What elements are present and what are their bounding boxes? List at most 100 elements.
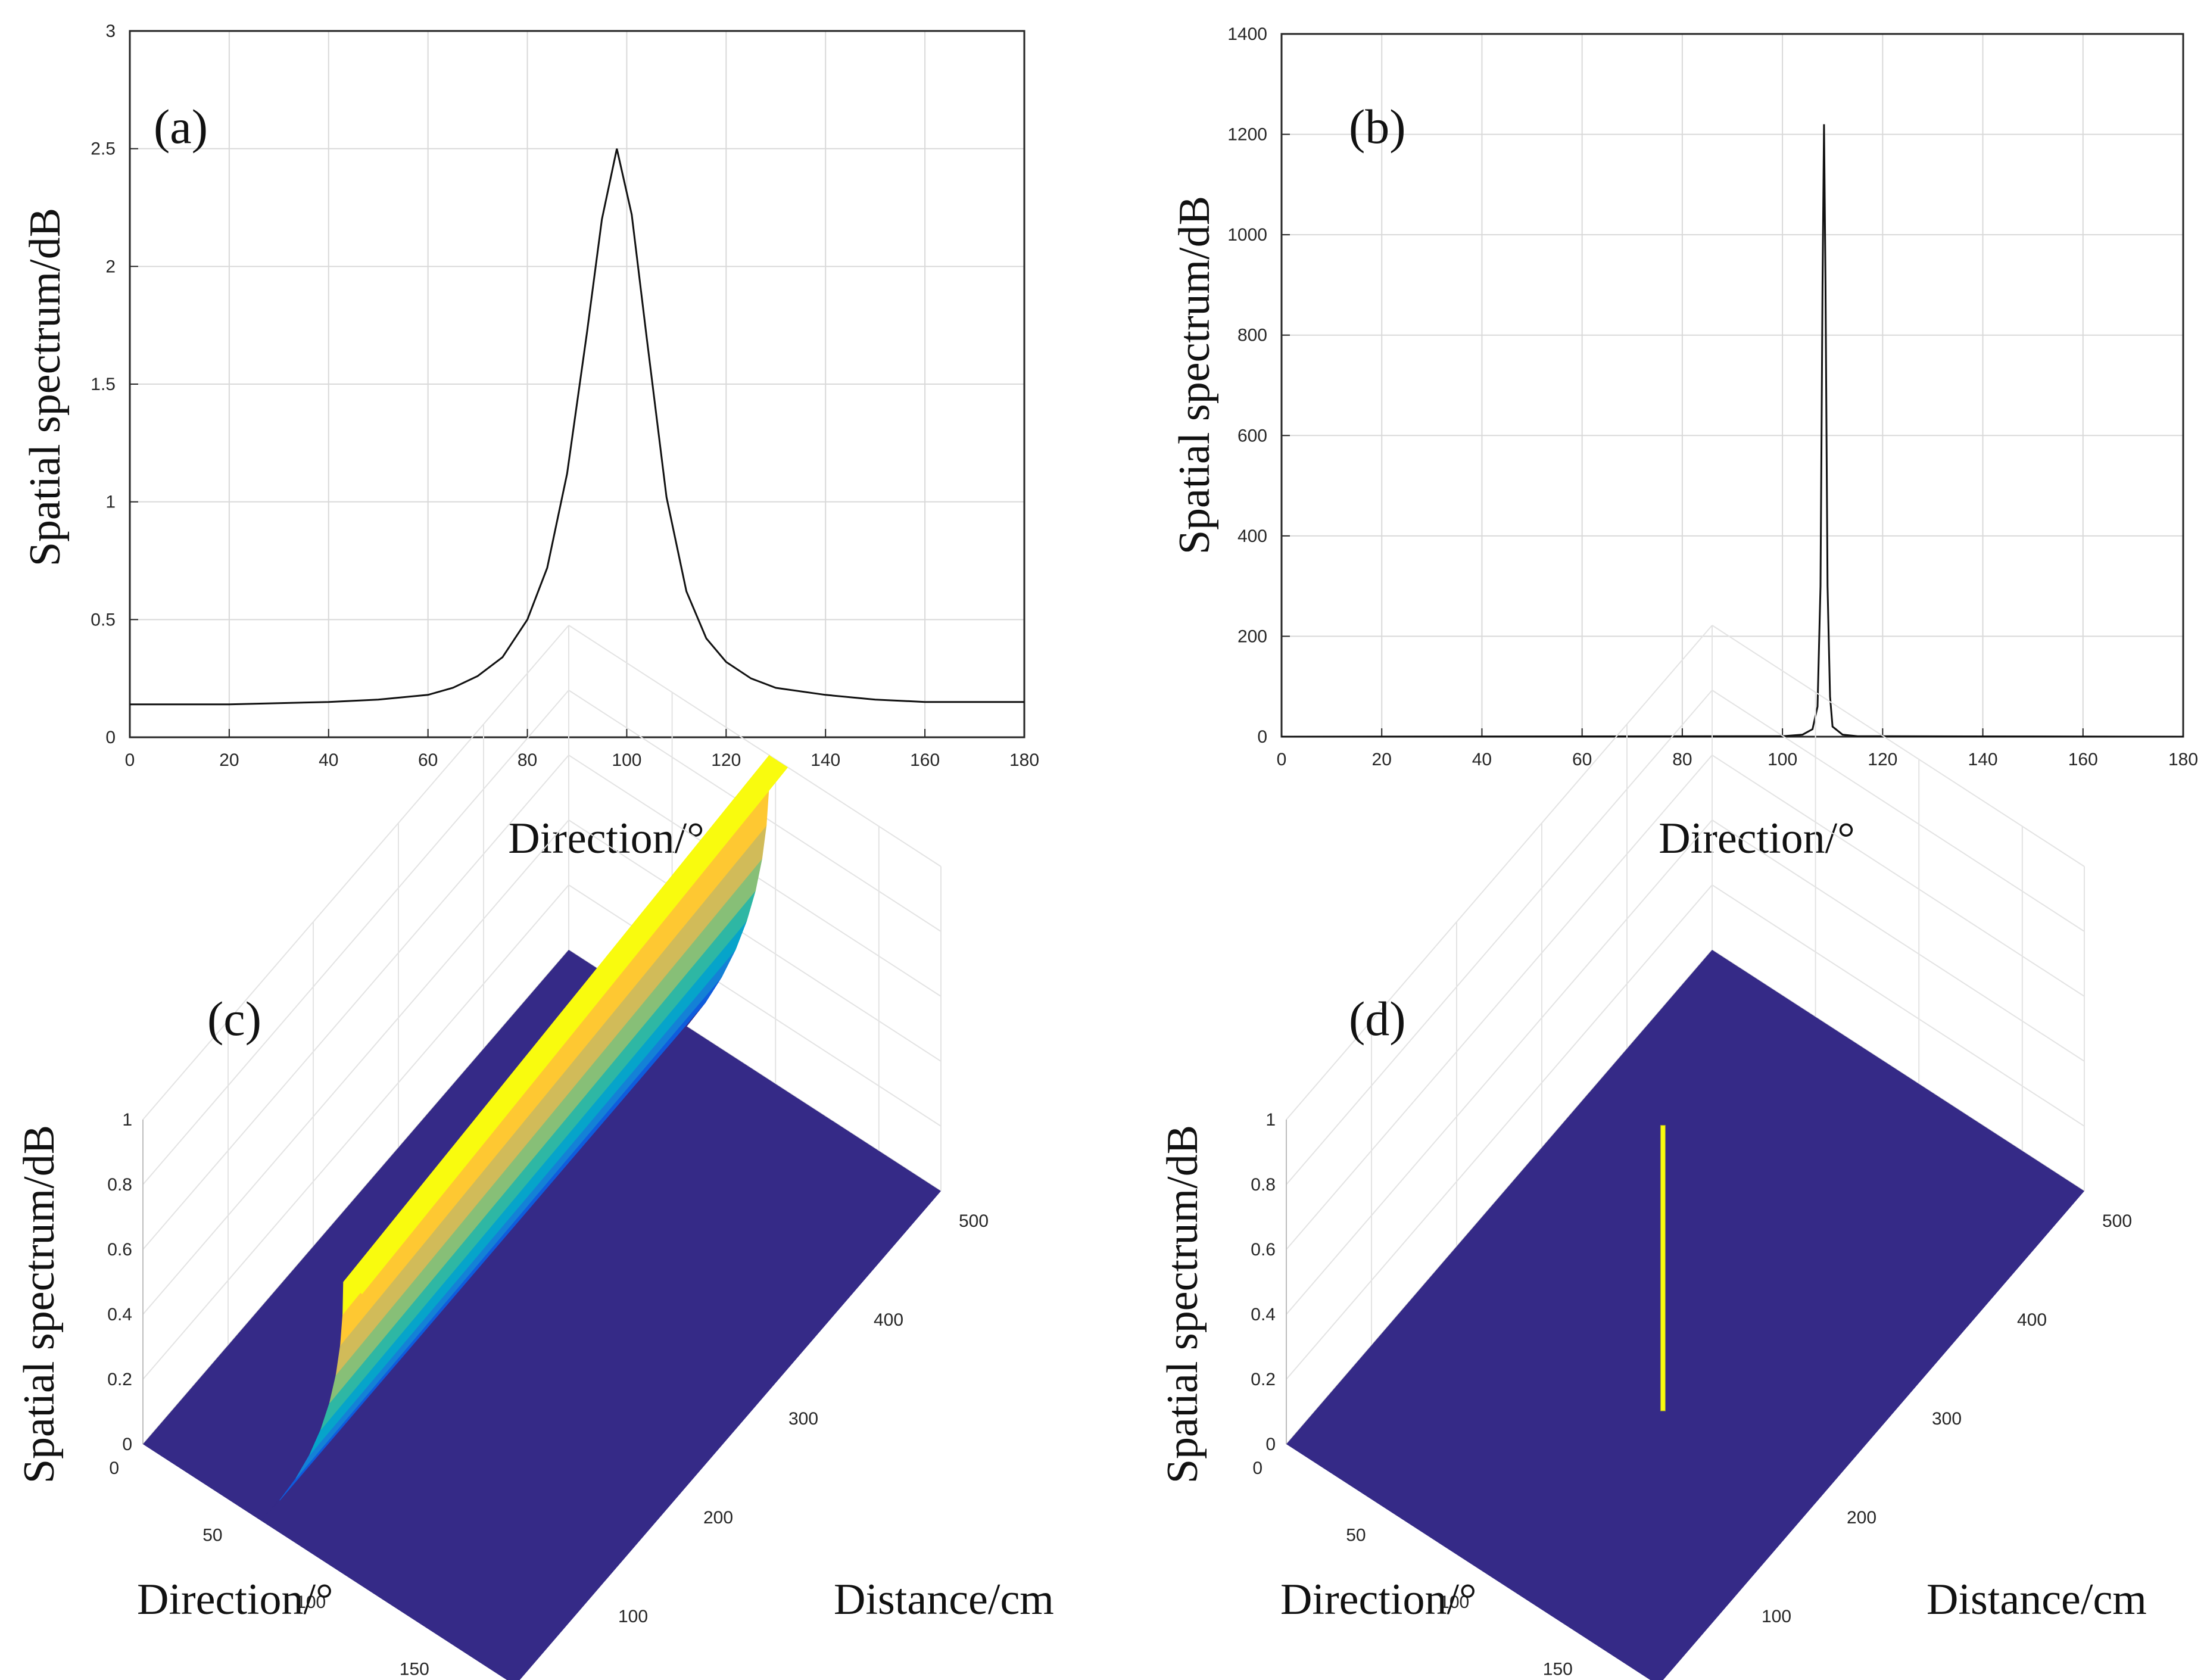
spike — [1660, 1125, 1666, 1411]
direction-tick-label: 50 — [1346, 1526, 1366, 1545]
x-tick-label: 80 — [1672, 750, 1692, 769]
y-tick-label: 800 — [1237, 326, 1267, 345]
y-tick-label: 2 — [105, 257, 116, 276]
wall-gridline — [1286, 884, 1713, 1380]
distance-tick-label: 100 — [1762, 1607, 1791, 1626]
x-axis-label: Direction/° — [1659, 814, 1855, 863]
z-axis-label: Spatial spectrum/dB — [1158, 1125, 1207, 1483]
y-tick-label: 1 — [105, 493, 116, 512]
x-tick-label: 20 — [1372, 750, 1392, 769]
x-tick-label: 140 — [1968, 750, 1998, 769]
ticks: 0 20 40 60 80 100 120 140 160 180 0 0.5 1 1.5 2 2.5 3 — [91, 21, 1039, 770]
direction-tick-label: 100 — [1439, 1592, 1469, 1612]
x-axis-label: Direction/° — [1280, 1575, 1477, 1624]
panel-c: 00.20.40.60.810501001500100200300400500 … — [15, 625, 1054, 1680]
x-tick-label: 140 — [811, 750, 840, 770]
wall-gridline — [1286, 819, 1713, 1315]
y-tick-label: 1.5 — [91, 375, 116, 394]
series-line — [1281, 124, 2184, 738]
surface-floor — [1286, 950, 2084, 1680]
y-tick-label: 3 — [105, 21, 116, 41]
wall-gridline — [1286, 690, 1713, 1185]
distance-tick-label: 500 — [959, 1211, 989, 1231]
axes-box — [1280, 33, 2184, 738]
direction-tick-label: 0 — [1252, 1458, 1263, 1478]
ticks: 00.20.40.60.810501001500100200300400500 — [1251, 1110, 2132, 1679]
wall-gridline — [142, 755, 569, 1250]
direction-tick-label: 50 — [202, 1526, 222, 1545]
distance-tick-label: 200 — [1847, 1508, 1876, 1528]
y-tick-label: 200 — [1237, 627, 1267, 646]
z-tick-label: 0.8 — [1251, 1175, 1276, 1195]
y-tick-label: 0.5 — [91, 610, 116, 629]
wall-gridline — [1712, 690, 2085, 932]
y-tick-label: 600 — [1237, 426, 1267, 445]
surface-ridge — [260, 754, 788, 1521]
panel-b: 0 20 40 60 80 100 120 140 160 180 0 200 400 600 800 100… — [1170, 24, 2198, 863]
x-tick-label: 60 — [1572, 750, 1592, 769]
wall-gridline — [142, 625, 569, 1120]
panel-d: 00.20.40.60.810501001500100200300400500 … — [1158, 625, 2147, 1680]
panel-label: (b) — [1349, 99, 1406, 154]
x-axis-label: Direction/° — [137, 1575, 333, 1624]
y-tick-label: 0 — [1257, 727, 1267, 747]
x-tick-label: 180 — [2168, 750, 2198, 769]
distance-tick-label: 200 — [703, 1508, 733, 1528]
x-tick-label: 0 — [1277, 750, 1287, 769]
z-tick-label: 0.4 — [1251, 1305, 1276, 1324]
z-tick-label: 0.4 — [107, 1305, 132, 1324]
x-tick-label: 160 — [910, 750, 940, 770]
wall-gridline — [142, 884, 569, 1380]
y-tick-label: 2.5 — [91, 139, 116, 159]
wall-gridline — [1286, 755, 1713, 1250]
y-tick-label: 1000 — [1227, 225, 1267, 245]
wall-gridline — [1712, 755, 2085, 997]
x-tick-label: 40 — [1472, 750, 1492, 769]
y-axis-label: Distance/cm — [834, 1575, 1054, 1624]
direction-tick-label: 0 — [109, 1458, 119, 1478]
panel-label: (a) — [154, 99, 208, 154]
3d-walls — [142, 625, 942, 1445]
x-tick-label: 120 — [1868, 750, 1897, 769]
x-tick-label: 160 — [2068, 750, 2098, 769]
wall-gridline — [142, 819, 569, 1315]
wall-gridline — [142, 690, 569, 1185]
y-axis-label: Spatial spectrum/dB — [1170, 196, 1219, 554]
z-tick-label: 0.8 — [107, 1175, 132, 1195]
distance-tick-label: 400 — [2017, 1310, 2047, 1330]
distance-tick-label: 300 — [1932, 1409, 1962, 1429]
direction-tick-label: 150 — [400, 1660, 429, 1679]
grid — [1281, 33, 2184, 737]
surface-spike — [1660, 1125, 1666, 1411]
distance-tick-label: 300 — [788, 1409, 818, 1429]
z-tick-label: 0 — [122, 1435, 132, 1454]
x-tick-label: 100 — [612, 750, 641, 770]
x-tick-label: 100 — [1768, 750, 1797, 769]
surface-floor — [143, 950, 941, 1680]
x-tick-label: 120 — [711, 750, 741, 770]
z-tick-label: 0.2 — [107, 1370, 132, 1389]
direction-tick-label: 150 — [1543, 1660, 1573, 1679]
z-tick-label: 0.6 — [107, 1240, 132, 1260]
z-tick-label: 0 — [1265, 1435, 1276, 1454]
series-line — [130, 148, 1024, 706]
panel-a: 0 20 40 60 80 100 120 140 160 180 0 0.5 1 1.5 2 2.5 3 (a… — [21, 21, 1039, 863]
distance-tick-label: 400 — [874, 1310, 903, 1330]
x-tick-label: 20 — [219, 750, 239, 770]
x-tick-label: 80 — [518, 750, 537, 770]
3d-walls — [1286, 625, 2085, 1445]
surface-cap — [343, 755, 788, 1294]
direction-tick-label: 100 — [296, 1592, 326, 1612]
y-tick-label: 400 — [1237, 526, 1267, 546]
x-tick-label: 40 — [319, 750, 338, 770]
z-tick-label: 0.6 — [1251, 1240, 1276, 1260]
z-axis-label: Spatial spectrum/dB — [15, 1125, 64, 1483]
x-tick-label: 60 — [418, 750, 438, 770]
panel-label: (c) — [207, 992, 261, 1046]
distance-tick-label: 500 — [2102, 1211, 2132, 1231]
x-tick-label: 0 — [125, 750, 135, 770]
y-tick-label: 1200 — [1227, 125, 1267, 145]
z-tick-label: 1 — [1265, 1110, 1276, 1130]
ticks: 0 20 40 60 80 100 120 140 160 180 0 200 400 600 800 100… — [1227, 24, 2198, 769]
z-tick-label: 1 — [122, 1110, 132, 1130]
